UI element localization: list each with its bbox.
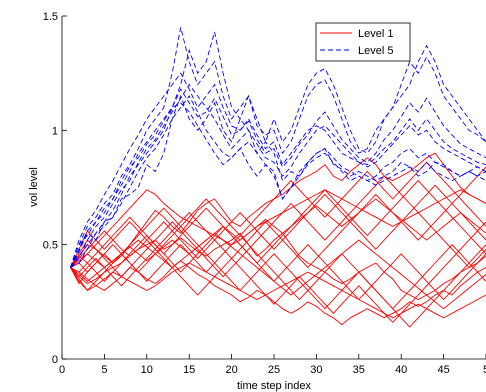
y-tick-label-2: 1	[52, 125, 58, 137]
series-line-level-1-22	[70, 225, 486, 301]
x-tick-label-4: 20	[225, 364, 237, 376]
x-tick-label-8: 40	[395, 364, 407, 376]
y-tick-label-1: 0.5	[43, 240, 58, 252]
y-tick-label-3: 1.5	[43, 11, 58, 23]
series-line-level-1-21	[70, 179, 486, 268]
series-line-level-1-16	[70, 225, 486, 328]
legend: Level 1 Level 5	[315, 22, 411, 62]
series-line-level-5-1	[70, 27, 486, 268]
series-line-level-5-0	[70, 94, 486, 268]
series-line-level-1-23	[70, 161, 486, 273]
series-line-level-1-8	[70, 232, 486, 301]
x-tick-label-1: 5	[101, 364, 107, 376]
series-line-level-1-18	[70, 221, 486, 324]
legend-label-level-1: Level 1	[358, 28, 393, 40]
series-line-level-5-7	[70, 88, 486, 268]
legend-box	[315, 22, 411, 62]
x-tick-label-3: 15	[183, 364, 195, 376]
legend-item-level-5: Level 5	[320, 45, 393, 57]
x-tick-label-0: 0	[59, 364, 65, 376]
legend-item-level-1: Level 1	[320, 28, 393, 40]
x-tick-label-6: 30	[310, 364, 322, 376]
x-tick-label-10: 5	[483, 364, 486, 376]
plot-area: 051015202530354045500.511.5	[43, 11, 486, 376]
series-line-level-1-19	[70, 166, 486, 269]
y-axis-label: vol level	[28, 167, 40, 207]
legend-label-level-5: Level 5	[358, 45, 393, 57]
x-tick-label-7: 35	[353, 364, 365, 376]
x-tick-label-9: 45	[437, 364, 449, 376]
series-line-level-5-4	[70, 102, 486, 268]
y-tick-label-0: 0	[52, 354, 58, 366]
series-line-level-5-6	[70, 83, 486, 268]
series-line-level-5-3	[70, 95, 486, 268]
series-line-level-1-12	[70, 262, 486, 319]
x-axis-label: time step index	[237, 380, 311, 392]
series-line-level-5-2	[70, 31, 486, 268]
axes-layer: 051015202530354045500.511.5	[43, 11, 486, 376]
plot-area-background	[62, 16, 486, 359]
series-line-level-1-11	[70, 189, 486, 268]
x-tick-label-2: 10	[141, 364, 153, 376]
series-line-level-1-13	[70, 184, 486, 268]
series-layer	[70, 27, 486, 328]
series-line-level-5-5	[70, 72, 486, 268]
x-tick-label-5: 25	[268, 364, 280, 376]
series-line-level-1-9	[70, 152, 486, 268]
series-line-level-1-14	[70, 232, 486, 310]
series-line-level-1-17	[70, 198, 486, 269]
series-line-level-1-15	[70, 175, 486, 278]
